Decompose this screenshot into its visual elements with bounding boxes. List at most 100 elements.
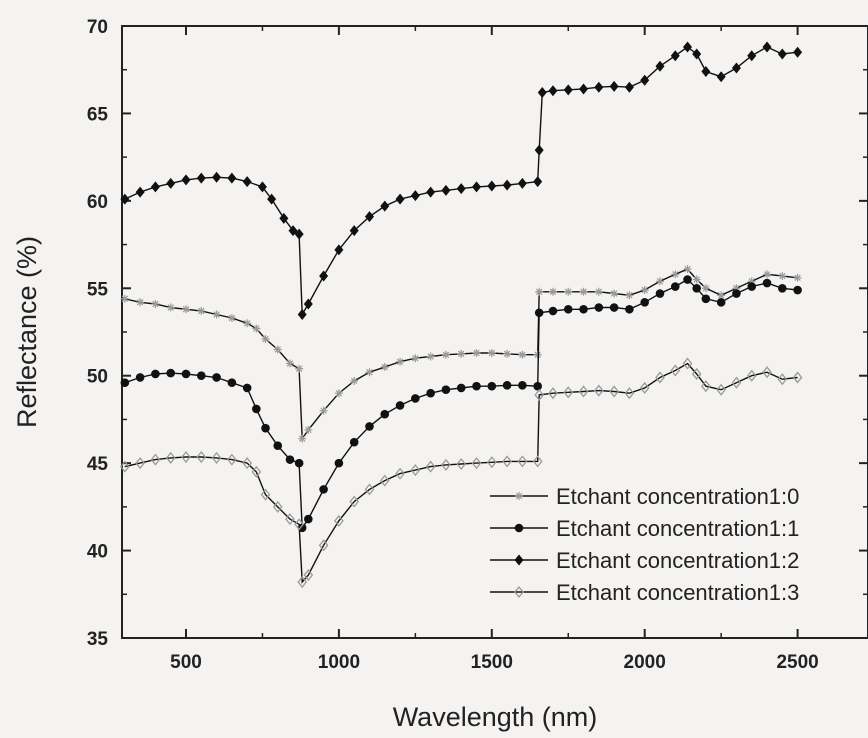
data-point bbox=[285, 359, 294, 368]
data-point bbox=[487, 381, 497, 391]
y-axis-ticks: 35 40 45 50 55 60 65 70 bbox=[87, 17, 868, 650]
data-point bbox=[260, 488, 271, 501]
data-point bbox=[295, 364, 304, 373]
legend-marker bbox=[514, 585, 524, 599]
data-point bbox=[135, 186, 145, 198]
data-point bbox=[120, 378, 130, 388]
data-point bbox=[211, 451, 222, 464]
data-point bbox=[426, 388, 435, 398]
data-point bbox=[304, 425, 313, 434]
data-point bbox=[548, 287, 557, 296]
data-point bbox=[732, 289, 741, 298]
data-point bbox=[747, 282, 757, 291]
data-point bbox=[319, 270, 329, 282]
data-point bbox=[639, 381, 650, 394]
data-point bbox=[692, 275, 701, 284]
data-point bbox=[350, 376, 359, 385]
data-point bbox=[279, 212, 289, 224]
data-point bbox=[252, 404, 261, 414]
data-point bbox=[136, 298, 145, 307]
data-point bbox=[640, 297, 649, 307]
data-point bbox=[120, 294, 129, 303]
data-point bbox=[777, 373, 788, 386]
data-point bbox=[563, 386, 574, 399]
data-point bbox=[182, 305, 190, 314]
data-point bbox=[411, 354, 420, 363]
y-tick-label: 35 bbox=[87, 629, 109, 650]
data-point bbox=[426, 352, 435, 361]
data-point bbox=[135, 457, 145, 470]
data-point bbox=[285, 513, 295, 526]
data-point bbox=[548, 85, 558, 97]
legend: Etchant concentration1:0 Etchant concentr… bbox=[490, 484, 799, 605]
data-point bbox=[395, 401, 405, 410]
data-point bbox=[683, 41, 693, 53]
data-point bbox=[472, 181, 482, 193]
data-point bbox=[135, 373, 145, 382]
x-tick-label: 500 bbox=[170, 652, 202, 673]
data-point bbox=[349, 225, 359, 237]
data-point bbox=[701, 65, 711, 77]
data-point bbox=[151, 300, 160, 309]
data-point bbox=[166, 303, 175, 312]
data-point bbox=[380, 200, 390, 212]
data-point bbox=[793, 46, 803, 58]
data-point bbox=[763, 270, 772, 279]
data-point bbox=[349, 495, 360, 508]
y-tick-label: 40 bbox=[87, 542, 108, 563]
data-point bbox=[319, 406, 328, 415]
data-point bbox=[793, 273, 802, 282]
data-point bbox=[242, 457, 252, 470]
plot-frame bbox=[121, 25, 868, 639]
x-tick-label: 1000 bbox=[318, 652, 360, 673]
data-point bbox=[747, 277, 756, 286]
data-point bbox=[165, 451, 176, 464]
data-point bbox=[411, 394, 420, 403]
data-point bbox=[294, 518, 304, 531]
data-point bbox=[304, 514, 313, 524]
data-point bbox=[227, 314, 236, 323]
data-point bbox=[762, 41, 772, 53]
data-point bbox=[670, 282, 680, 291]
data-point bbox=[578, 385, 589, 398]
data-point bbox=[502, 381, 512, 390]
legend-marker bbox=[515, 492, 523, 500]
data-point bbox=[379, 474, 390, 487]
data-point bbox=[610, 289, 619, 298]
data-point bbox=[655, 60, 665, 72]
data-point bbox=[261, 334, 270, 343]
data-point bbox=[318, 539, 329, 552]
legend-label: Etchant concentration1:1 bbox=[556, 516, 799, 541]
data-point bbox=[518, 381, 527, 390]
data-point bbox=[272, 500, 283, 513]
y-tick-label: 45 bbox=[87, 454, 109, 475]
x-axis-title: Wavelength (nm) bbox=[393, 702, 598, 732]
data-point bbox=[563, 304, 573, 314]
data-point bbox=[319, 485, 328, 494]
data-point bbox=[487, 348, 496, 357]
data-point bbox=[548, 387, 558, 400]
data-point bbox=[778, 283, 787, 293]
data-point bbox=[625, 304, 634, 314]
data-point bbox=[716, 383, 726, 396]
series-4 bbox=[120, 357, 803, 589]
data-point bbox=[671, 270, 680, 279]
data-point bbox=[792, 371, 803, 384]
data-point bbox=[532, 455, 543, 468]
data-point bbox=[252, 324, 261, 333]
data-point bbox=[701, 284, 710, 293]
data-point bbox=[150, 181, 160, 193]
data-point bbox=[731, 62, 741, 74]
data-point bbox=[456, 457, 467, 471]
data-point bbox=[227, 378, 237, 388]
data-point bbox=[692, 48, 702, 60]
data-point bbox=[534, 144, 544, 156]
data-point bbox=[251, 465, 262, 478]
data-point bbox=[395, 193, 405, 205]
data-point bbox=[701, 380, 711, 393]
data-point bbox=[294, 458, 304, 468]
data-point bbox=[197, 307, 206, 316]
data-point bbox=[298, 434, 307, 443]
data-point bbox=[716, 297, 726, 307]
data-point bbox=[196, 172, 206, 184]
